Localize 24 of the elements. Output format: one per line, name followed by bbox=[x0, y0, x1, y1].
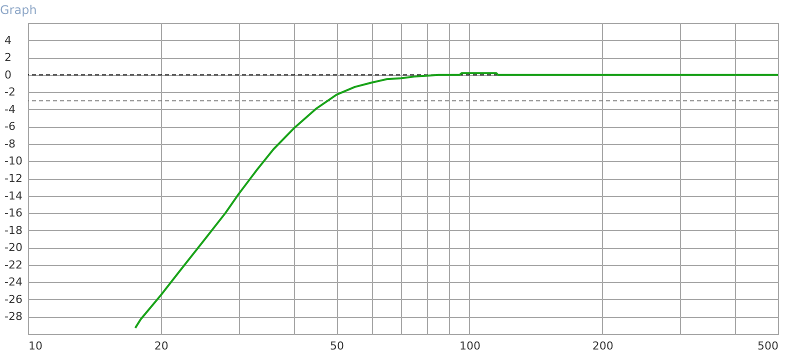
y-tick-label: -10 bbox=[4, 154, 22, 168]
x-tick-label: 20 bbox=[154, 340, 168, 352]
y-tick-label: -12 bbox=[4, 172, 22, 185]
y-tick-label: -22 bbox=[4, 258, 22, 272]
x-tick-label: 50 bbox=[330, 340, 344, 352]
y-tick-label: -28 bbox=[4, 310, 22, 324]
y-tick-label: -24 bbox=[4, 276, 22, 289]
y-tick-label: -2 bbox=[4, 86, 16, 99]
y-tick-label: -26 bbox=[4, 292, 22, 306]
y-tick-label: 0 bbox=[4, 68, 12, 82]
y-tick-label: -14 bbox=[4, 189, 22, 202]
x-tick-label: 500 bbox=[758, 340, 778, 352]
y-tick-label: -6 bbox=[4, 120, 16, 134]
chart-title: Graph bbox=[0, 3, 37, 17]
y-tick-label: -18 bbox=[4, 224, 22, 237]
x-tick-label: 10 bbox=[28, 340, 42, 352]
y-tick-label: 2 bbox=[4, 51, 12, 64]
y-tick-label: -16 bbox=[4, 206, 22, 220]
y-tick-label: -4 bbox=[4, 102, 16, 116]
x-tick-label: 200 bbox=[592, 340, 614, 352]
y-tick-label: 4 bbox=[4, 34, 12, 47]
y-tick-label: -20 bbox=[4, 241, 22, 254]
x-tick-label: 100 bbox=[459, 340, 480, 352]
y-tick-label: -8 bbox=[4, 137, 16, 150]
